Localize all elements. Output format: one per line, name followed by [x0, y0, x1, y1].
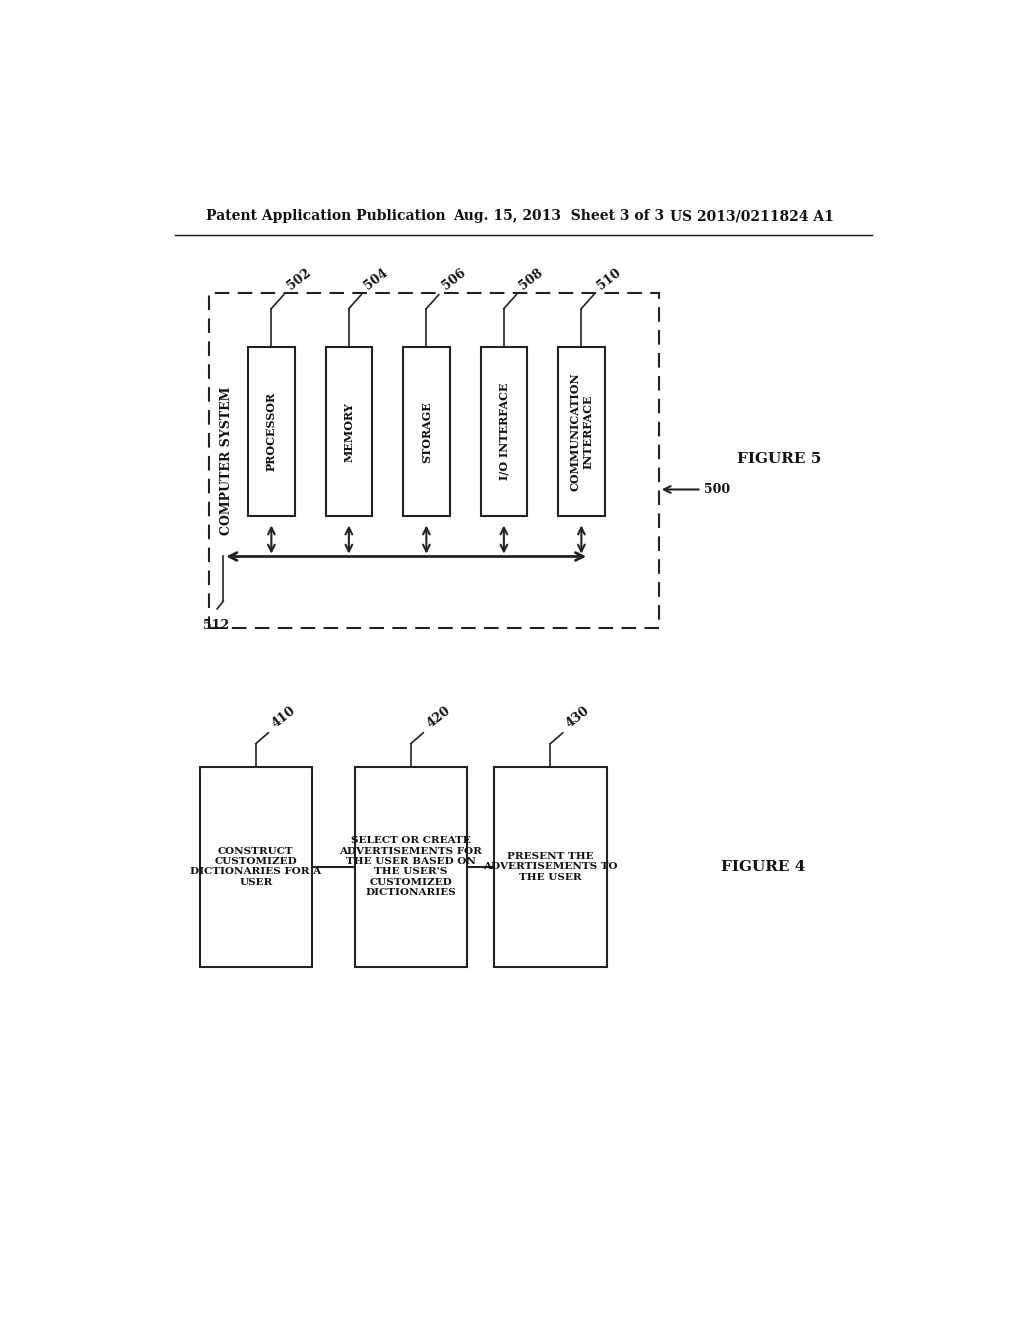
- Text: MEMORY: MEMORY: [343, 401, 354, 462]
- Text: 506: 506: [439, 267, 468, 293]
- Bar: [209, 293, 658, 628]
- Bar: [558, 347, 604, 516]
- Bar: [326, 347, 372, 516]
- Text: COMPUTER SYSTEM: COMPUTER SYSTEM: [220, 387, 232, 535]
- Text: STORAGE: STORAGE: [421, 401, 432, 462]
- Text: 500: 500: [703, 483, 730, 496]
- Text: Aug. 15, 2013  Sheet 3 of 3: Aug. 15, 2013 Sheet 3 of 3: [454, 209, 665, 223]
- Text: 410: 410: [269, 704, 298, 730]
- Text: 512: 512: [203, 619, 228, 632]
- Bar: [200, 767, 312, 966]
- Text: 504: 504: [362, 267, 390, 293]
- Text: US 2013/0211824 A1: US 2013/0211824 A1: [671, 209, 835, 223]
- Text: 420: 420: [424, 704, 453, 730]
- Text: 502: 502: [285, 267, 313, 293]
- Bar: [495, 767, 606, 966]
- Bar: [354, 767, 467, 966]
- Text: PROCESSOR: PROCESSOR: [266, 392, 276, 471]
- Text: PRESENT THE
ADVERTISEMENTS TO
THE USER: PRESENT THE ADVERTISEMENTS TO THE USER: [483, 851, 617, 882]
- Bar: [403, 347, 450, 516]
- Text: SELECT OR CREATE
ADVERTISEMENTS FOR
THE USER BASED ON
THE USER'S
CUSTOMIZED
DICT: SELECT OR CREATE ADVERTISEMENTS FOR THE …: [339, 837, 482, 898]
- Text: 510: 510: [595, 267, 624, 293]
- Text: CONSTRUCT
CUSTOMIZED
DICTIONARIES FOR A
USER: CONSTRUCT CUSTOMIZED DICTIONARIES FOR A …: [190, 846, 322, 887]
- Text: FIGURE 4: FIGURE 4: [721, 859, 806, 874]
- Bar: [248, 347, 295, 516]
- Text: 430: 430: [563, 704, 592, 730]
- Text: COMMUNICATION
INTERFACE: COMMUNICATION INTERFACE: [569, 372, 593, 491]
- Text: I/O INTERFACE: I/O INTERFACE: [499, 383, 509, 480]
- Text: Patent Application Publication: Patent Application Publication: [206, 209, 445, 223]
- Text: 508: 508: [517, 267, 546, 293]
- Text: FIGURE 5: FIGURE 5: [737, 451, 821, 466]
- Bar: [480, 347, 527, 516]
